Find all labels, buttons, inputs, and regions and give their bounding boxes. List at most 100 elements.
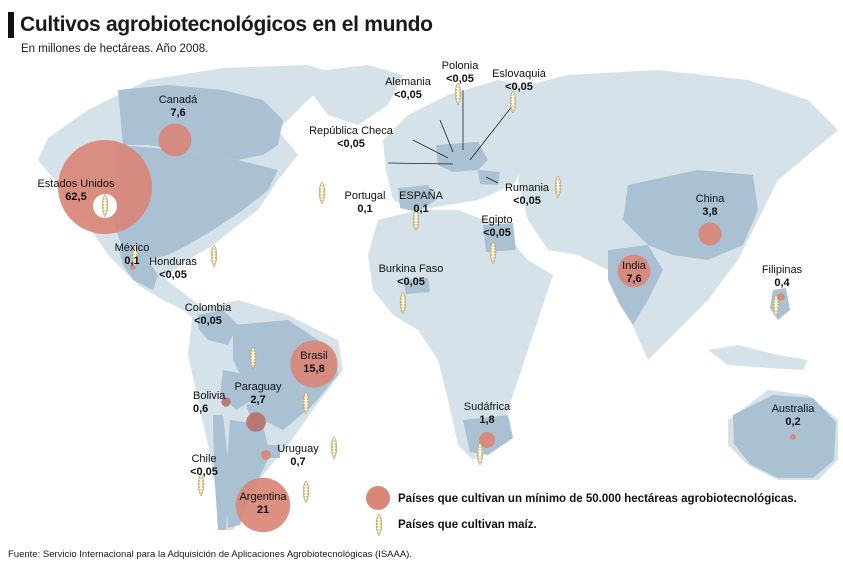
label-uruguay: Uruguay <box>277 443 319 455</box>
label-egipto: Egipto <box>481 214 512 226</box>
value-chile: <0,05 <box>190 466 218 478</box>
country-usa <box>113 145 278 260</box>
bubble-filipinas <box>777 293 785 301</box>
value-burkina-faso: <0,05 <box>397 276 425 288</box>
value-portugal: 0,1 <box>357 203 372 215</box>
bubble-sudafrica <box>479 432 495 448</box>
country-australia <box>733 395 836 478</box>
bubble-layer <box>58 123 796 533</box>
land-indonesia <box>708 345 808 370</box>
legend-bubble-swatch <box>366 486 390 510</box>
label-polonia: Polonia <box>442 60 480 72</box>
value-sudafrica: 1,8 <box>479 414 494 426</box>
world-map: Estados Unidos 62,5 Argentina 21 Brasil 15,8 C… <box>8 60 842 548</box>
value-argentina: 21 <box>257 504 269 516</box>
leader-republica-checa <box>412 139 449 159</box>
country-central-europe <box>436 142 488 172</box>
maize-icon-sudafrica <box>476 443 484 465</box>
label-sudafrica: Sudáfrica <box>464 401 511 413</box>
value-uruguay: 0,7 <box>290 456 305 468</box>
bubble-canada <box>158 123 192 157</box>
legend-maize-icon <box>375 514 383 536</box>
legend-bubble-label: Países que cultivan un mínimo de 50.000 … <box>398 493 797 505</box>
bubble-australia <box>790 434 796 440</box>
country-colombia <box>198 310 238 345</box>
label-eslovaquia: Eslovaquia <box>492 68 547 80</box>
header: Cultivos agrobiotecnológicos en el mundo… <box>0 0 843 60</box>
label-alemania: Alemania <box>385 76 432 88</box>
value-canada: 7,6 <box>170 107 185 119</box>
value-colombia: <0,05 <box>194 315 222 327</box>
leader-eslovaquia <box>469 104 514 161</box>
label-burkina-faso: Burkina Faso <box>379 263 444 275</box>
title-accent-bar <box>8 12 14 38</box>
maize-icon-honduras <box>210 245 218 267</box>
label-india: India <box>622 260 647 272</box>
label-bolivia: Bolivia <box>193 390 226 402</box>
bubble-estados-unidos <box>58 140 152 234</box>
value-republica-checa: <0,05 <box>337 138 365 150</box>
value-estados-unidos: 62,5 <box>65 191 86 203</box>
legend-maize-label: Países que cultivan maíz. <box>398 519 537 531</box>
label-australia: Australia <box>772 403 816 415</box>
value-paraguay: 2,7 <box>250 394 265 406</box>
value-india: 7,6 <box>626 273 641 285</box>
label-paraguay: Paraguay <box>234 381 282 393</box>
country-mexico <box>118 245 158 290</box>
label-brasil: Brasil <box>300 350 328 362</box>
label-republica-checa: República Checa <box>309 125 394 137</box>
label-estados-unidos: Estados Unidos <box>37 178 115 190</box>
source-note: Fuente: Servicio Internacional para la A… <box>8 549 412 560</box>
maize-icon-uruguay <box>330 437 338 459</box>
bubble-bolivia <box>221 397 231 407</box>
maize-icon-portugal <box>318 182 326 204</box>
land-greenland <box>308 65 403 125</box>
value-rumania: <0,05 <box>513 195 541 207</box>
value-eslovaquia: <0,05 <box>505 81 533 93</box>
bubble-argentina <box>235 477 291 533</box>
label-canada: Canadá <box>159 94 198 106</box>
leader-alemania <box>439 119 454 153</box>
label-rumania: Rumania <box>505 182 550 194</box>
callout-lines <box>387 90 514 184</box>
label-espana: ESPAÑA <box>399 189 443 202</box>
value-espana: 0,1 <box>413 203 428 215</box>
label-filipinas: Filipinas <box>762 264 803 276</box>
bubble-paraguay <box>246 412 266 432</box>
value-australia: 0,2 <box>785 416 800 428</box>
leader-espana <box>387 162 454 165</box>
value-bolivia: 0,6 <box>193 403 208 415</box>
chart-subtitle: En millones de hectáreas. Año 2008. <box>21 43 209 55</box>
value-honduras: <0,05 <box>159 269 187 281</box>
value-alemania: <0,05 <box>394 89 422 101</box>
label-portugal: Portugal <box>345 190 386 202</box>
bubble-brasil <box>290 340 338 388</box>
label-argentina: Argentina <box>239 491 287 503</box>
label-colombia: Colombia <box>185 302 232 314</box>
bubble-china <box>698 222 722 246</box>
maize-layer <box>93 83 780 503</box>
bubble-uruguay <box>261 450 271 460</box>
country-chile <box>213 415 230 530</box>
chart-title: Cultivos agrobiotecnológicos en el mundo <box>20 13 433 36</box>
value-mexico: 0,1 <box>124 255 139 267</box>
maize-icon-argentina <box>302 481 310 503</box>
value-brasil: 15,8 <box>303 363 324 375</box>
label-mexico: México <box>115 242 150 254</box>
value-china: 3,8 <box>702 206 717 218</box>
label-honduras: Honduras <box>149 256 197 268</box>
value-egipto: <0,05 <box>483 227 511 239</box>
label-china: China <box>696 193 726 205</box>
land-africa <box>368 210 553 460</box>
value-polonia: <0,05 <box>446 73 474 85</box>
bubble-india <box>617 254 651 288</box>
leader-rumania <box>485 176 499 184</box>
country-china <box>623 170 758 260</box>
label-chile: Chile <box>191 453 216 465</box>
legend: Países que cultivan un mínimo de 50.000 … <box>366 486 797 536</box>
country-burkina-faso <box>403 278 430 294</box>
value-filipinas: 0,4 <box>774 277 790 289</box>
country-spain-portugal <box>398 185 436 212</box>
